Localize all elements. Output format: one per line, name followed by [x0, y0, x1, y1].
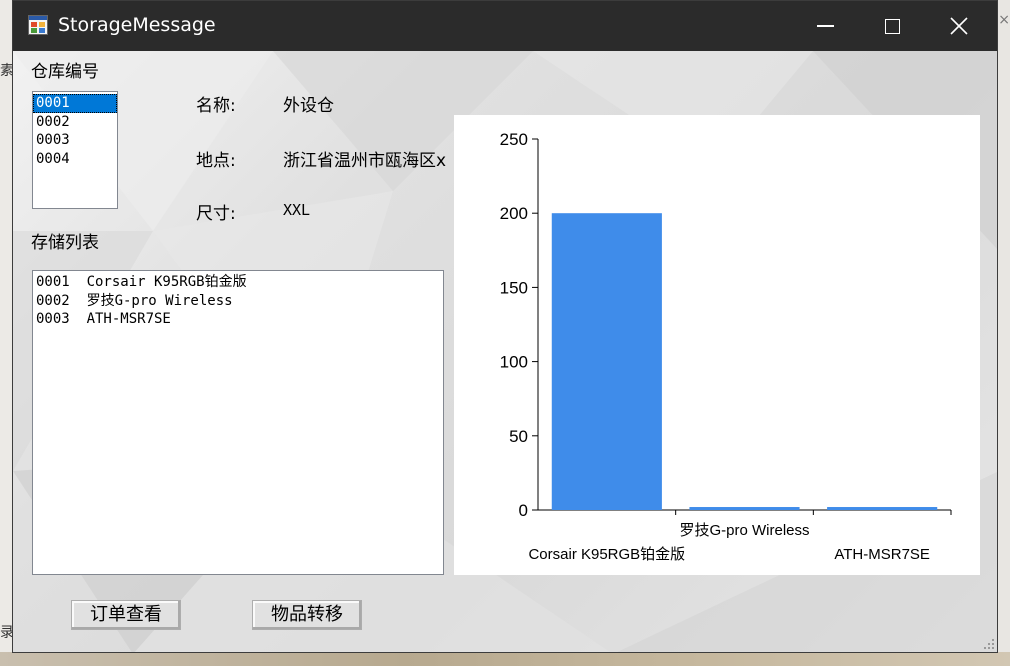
warehouse-id-item[interactable]: 0002 [36, 113, 70, 130]
y-tick-label: 0 [519, 501, 528, 520]
size-value: XXL [283, 201, 311, 219]
storage-item[interactable]: 0003 ATH-MSR7SE [36, 311, 171, 327]
close-icon [950, 17, 968, 35]
x-tick-label: 罗技G-pro Wireless [679, 522, 809, 539]
y-tick-label: 200 [500, 204, 528, 223]
location-value: 浙江省温州市瓯海区x [283, 151, 447, 171]
x-tick-label: ATH-MSR7SE [834, 546, 930, 563]
close-button[interactable] [926, 1, 992, 51]
background-desktop-bottom [0, 652, 1010, 666]
storage-item-listbox[interactable]: 0001 Corsair K95RGB铂金版 0002 罗技G-pro Wirel… [32, 270, 444, 575]
title-bar[interactable]: StorageMessage [13, 1, 997, 51]
window-title: StorageMessage [58, 14, 216, 36]
bar-3 [827, 507, 938, 510]
warehouse-id-item[interactable]: 0001 [33, 94, 117, 113]
warehouse-id-item[interactable]: 0003 [36, 132, 70, 148]
minimize-button[interactable] [792, 1, 858, 51]
name-value: 外设仓 [283, 96, 334, 116]
x-tick-label: Corsair K95RGB铂金版 [528, 546, 685, 563]
transfer-items-button[interactable]: 物品转移 [252, 600, 362, 630]
warehouse-id-item[interactable]: 0004 [36, 150, 70, 167]
storage-list-heading: 存储列表 [31, 233, 99, 253]
background-fragment: 素 [0, 63, 14, 79]
maximize-icon [884, 18, 900, 34]
storage-item[interactable]: 0002 罗技G-pro Wireless [36, 292, 233, 309]
name-label: 名称: [196, 96, 236, 116]
view-orders-button[interactable]: 订单查看 [71, 600, 181, 630]
y-tick-label: 250 [500, 130, 528, 149]
storage-quantity-chart: 0 50 100 150 200 250 Corsair K95RGB铂金版 罗技G-pro … [454, 115, 980, 575]
y-tick-label: 100 [500, 353, 528, 372]
background-desktop-right: × [998, 0, 1010, 666]
location-label: 地点: [196, 151, 236, 171]
bar-1 [551, 213, 662, 510]
storage-message-window: StorageMessage 仓库编号 0001 0002 0003 000 [12, 0, 998, 653]
y-tick-label: 50 [509, 427, 528, 446]
storage-item[interactable]: 0001 Corsair K95RGB铂金版 [36, 274, 247, 290]
warehouse-id-listbox[interactable]: 0001 0002 0003 0004 [32, 91, 118, 209]
app-form-icon [28, 15, 48, 35]
resize-grip-icon[interactable] [983, 638, 995, 650]
maximize-button[interactable] [859, 1, 925, 51]
y-tick-label: 150 [500, 278, 528, 297]
background-close-fragment: × [998, 12, 1010, 28]
size-label: 尺寸: [196, 204, 236, 224]
background-desktop-left: 素 录 [0, 0, 14, 666]
bar-2 [689, 507, 800, 510]
background-fragment: 录 [0, 625, 14, 641]
minimize-icon [816, 25, 834, 27]
client-area: 仓库编号 0001 0002 0003 0004 名称: 外设仓 地点: 浙江省温州市… [13, 51, 997, 652]
warehouse-id-heading: 仓库编号 [31, 62, 99, 82]
